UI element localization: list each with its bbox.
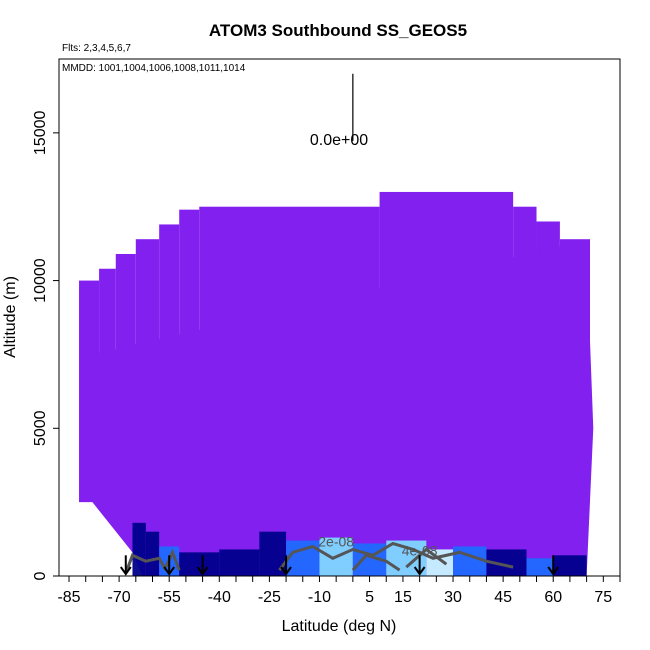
y-tick-label-1: 5000 — [32, 410, 49, 446]
x-tick-label-10: 60 — [544, 589, 562, 606]
heat-cell-1 — [145, 531, 160, 576]
scale-bar: 0.0e+00 — [310, 73, 368, 149]
contour-line-4 — [405, 547, 448, 569]
arrow-head-2 — [196, 566, 209, 576]
plot-area — [79, 191, 594, 576]
coverage-lower — [85, 239, 594, 576]
heat-cell-11 — [453, 546, 487, 576]
dates-note: MMDD: 1001,1004,1006,1008,1011,1014 — [62, 63, 246, 74]
heat-cell-0 — [132, 522, 146, 576]
x-tick-label-4: -25 — [258, 589, 281, 606]
heat-cell-13 — [526, 558, 554, 576]
arrow-head-4 — [413, 566, 426, 576]
y-tick-label-3: 15000 — [32, 111, 49, 156]
heat-cell-4 — [219, 549, 260, 576]
y-tick-label-0: 0 — [32, 571, 49, 580]
contour-line-0 — [124, 553, 168, 574]
y-axis: 0 5000 10000 15000 — [32, 111, 59, 580]
x-tick-label-2: -55 — [158, 589, 181, 606]
contour-label-1: 4e-08 — [402, 542, 438, 558]
arrow-layer — [119, 555, 560, 576]
x-tick-label-11: 75 — [594, 589, 612, 606]
x-tick-label-1: -70 — [108, 589, 131, 606]
x-axis: -85 -70 -55 -40 -25 -10 5 15 30 45 60 75 — [57, 576, 621, 606]
x-tick-label-7: 15 — [394, 589, 412, 606]
x-tick-label-0: -85 — [57, 589, 80, 606]
arrow-head-5 — [547, 566, 560, 576]
y-axis-label: Altitude (m) — [2, 276, 19, 358]
x-tick-label-5: -10 — [308, 589, 331, 606]
contour-line-3 — [351, 553, 401, 572]
contour-line-2 — [278, 541, 514, 571]
x-axis-label: Latitude (deg N) — [282, 618, 397, 635]
x-tick-label-8: 30 — [444, 589, 462, 606]
x-tick-label-9: 45 — [494, 589, 512, 606]
x-tick-label-3: -40 — [208, 589, 231, 606]
contour-label-0: 2e-08 — [318, 533, 354, 549]
contour-layer: 2e-08 4e-08 — [124, 533, 514, 574]
y-tick-label-2: 10000 — [32, 258, 49, 303]
scale-bar-label: 0.0e+00 — [310, 132, 368, 149]
flights-note: Flts: 2,3,4,5,6,7 — [62, 43, 131, 54]
arrow-head-3 — [280, 566, 292, 576]
heat-cell-14 — [553, 555, 587, 576]
arrow-head-0 — [119, 566, 132, 576]
plot-frame — [58, 58, 621, 577]
contour-line-1 — [164, 548, 181, 571]
arrow-head-1 — [163, 566, 176, 576]
heat-cell-3 — [179, 552, 220, 576]
x-tick-label-6: 5 — [365, 589, 374, 606]
chart-title: ATOM3 Southbound SS_GEOS5 — [209, 21, 467, 40]
